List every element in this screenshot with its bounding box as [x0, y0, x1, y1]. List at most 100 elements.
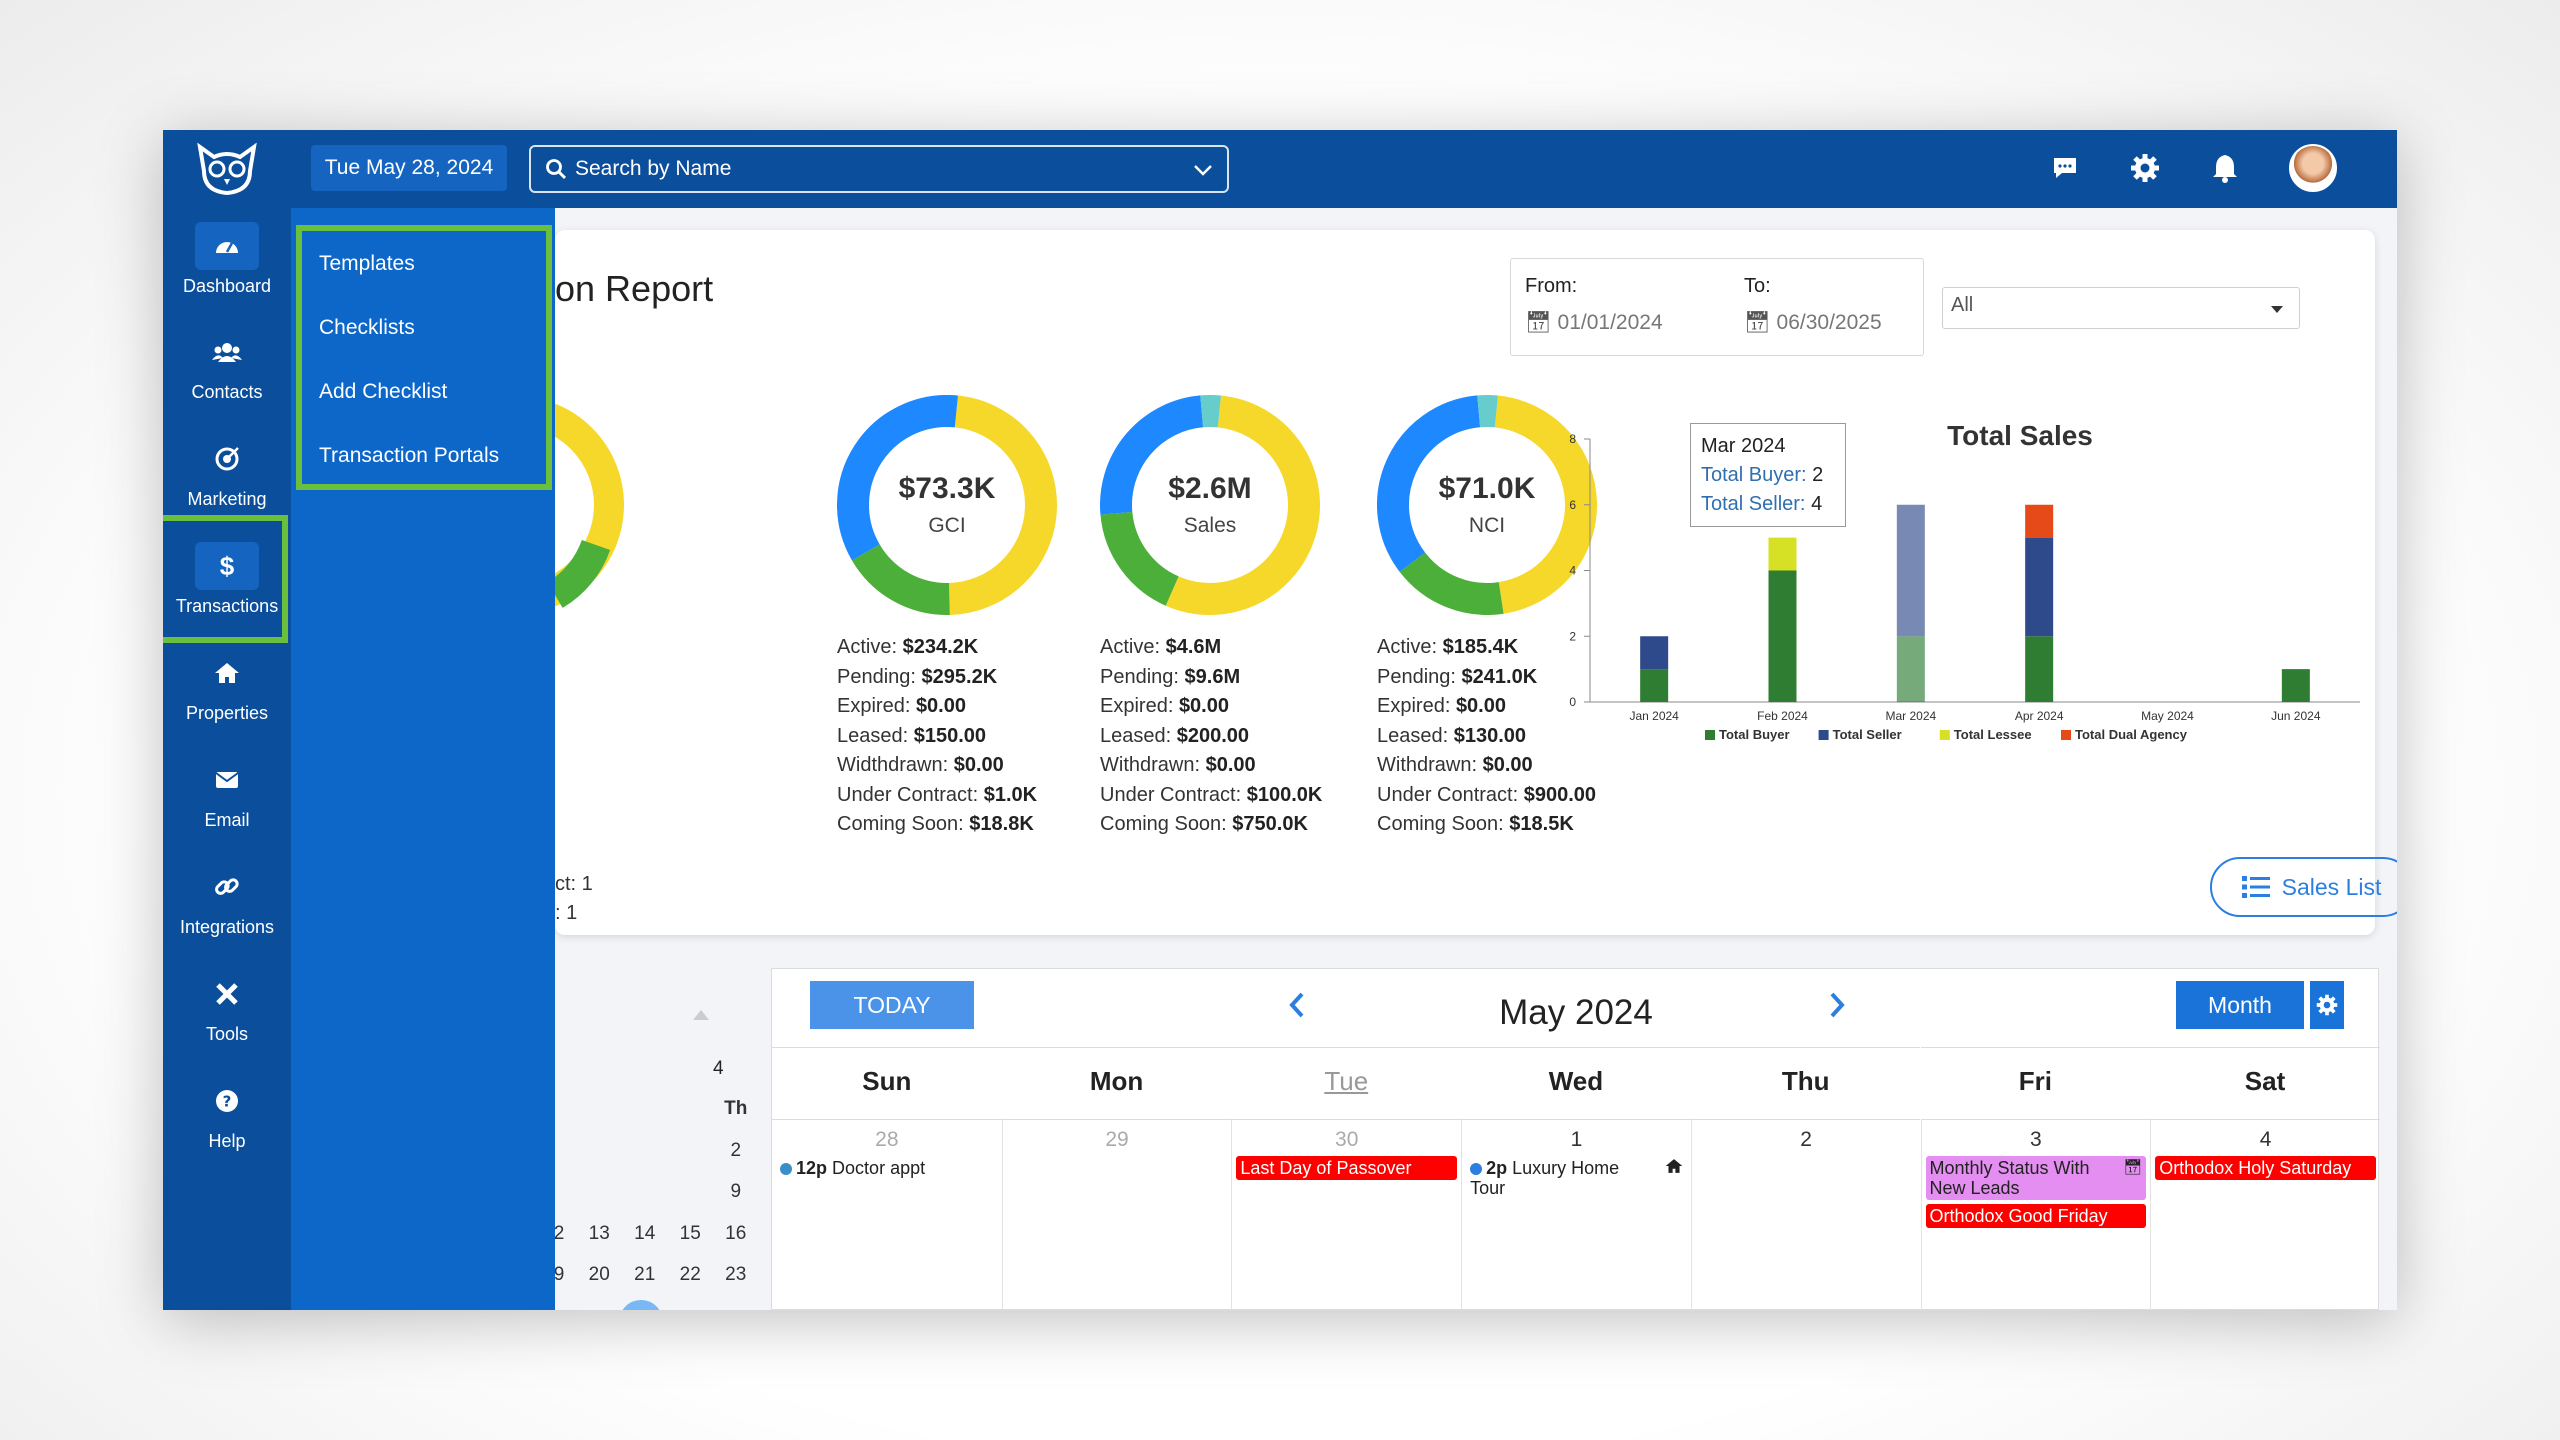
stat-row: Active: $4.6M	[1100, 636, 1222, 658]
date-button[interactable]: Tue May 28, 2024	[311, 145, 507, 191]
sidebar-item-tools[interactable]: Tools	[163, 970, 291, 1070]
mini-cal-day[interactable]: 9	[730, 1181, 742, 1202]
calendar-icon: 📅︎	[1525, 311, 1552, 334]
svg-text:?: ?	[223, 1093, 232, 1111]
tooltip-title: Mar 2024	[1701, 435, 1786, 457]
chart-tooltip: Mar 2024 Total Buyer: 2 Total Seller: 4	[1690, 423, 1846, 527]
chart-bar[interactable]	[1768, 537, 1797, 571]
mini-cal-day[interactable]: 13	[588, 1223, 610, 1244]
calendar-event[interactable]: Orthodox Good Friday	[1925, 1204, 2147, 1228]
stat-row: Withdrawn: $0.00	[1377, 754, 1533, 776]
today-button[interactable]: TODAY	[810, 981, 974, 1029]
calendar-event[interactable]: Monthly Status With New Leads 📅︎	[1925, 1156, 2147, 1200]
app-window: Tue May 28, 2024 Search by Name	[163, 130, 2397, 1310]
mini-cal-day[interactable]: 20	[588, 1264, 610, 1285]
sidebar-item-help[interactable]: ? Help	[163, 1077, 291, 1177]
sidebar-item-integrations[interactable]: Integrations	[163, 863, 291, 963]
donut-segment[interactable]	[1165, 395, 1320, 615]
weekday-header: Sun	[772, 1047, 1002, 1117]
mini-cal-day[interactable]: 22	[679, 1264, 701, 1285]
gear-icon[interactable]	[2129, 152, 2161, 184]
donut-segment[interactable]	[1377, 395, 1481, 572]
day-cell[interactable]: 1 2p Luxury Home Tour	[1461, 1119, 1691, 1310]
donut-segment[interactable]	[837, 395, 958, 561]
mini-cal-day[interactable]: 23	[725, 1264, 747, 1285]
day-number: 1	[1570, 1128, 1583, 1151]
sidebar-item-properties[interactable]: Properties	[163, 649, 291, 749]
search-input[interactable]: Search by Name	[529, 145, 1229, 193]
calendar-event[interactable]: 2p Luxury Home Tour	[1466, 1156, 1687, 1200]
filter-select[interactable]: All	[1942, 287, 2300, 329]
chart-bar[interactable]	[2025, 537, 2054, 637]
legend-swatch	[1818, 730, 1829, 740]
chat-icon[interactable]	[2049, 152, 2081, 184]
donut-segment[interactable]	[948, 395, 1057, 615]
tooltip-buyer-label: Total Buyer:	[1701, 464, 1807, 486]
sales-list-button[interactable]: Sales List	[2210, 857, 2397, 917]
calendar-event[interactable]: Last Day of Passover	[1236, 1156, 1458, 1180]
chart-bar[interactable]	[1768, 570, 1797, 703]
mini-cal-day[interactable]: 14	[634, 1223, 656, 1244]
mini-cal-day[interactable]: 2	[730, 1140, 742, 1161]
day-number: 30	[1335, 1128, 1359, 1151]
mini-cal-day[interactable]: 16	[725, 1223, 747, 1244]
bell-icon[interactable]	[2209, 152, 2241, 184]
from-date-input[interactable]: 📅︎ 01/01/2024	[1525, 311, 1663, 334]
calendar-event[interactable]: Orthodox Holy Saturday	[2155, 1156, 2376, 1180]
scroll-up-icon[interactable]	[693, 1010, 709, 1020]
x-tick-label: Jun 2024	[2271, 709, 2321, 723]
donut-segment[interactable]	[1100, 511, 1180, 606]
menu-item-checklists[interactable]: Checklists	[319, 316, 415, 339]
dollar-icon: $	[195, 542, 259, 590]
chart-bar[interactable]	[2281, 669, 2310, 702]
calendar-settings-button[interactable]	[2310, 981, 2344, 1029]
menu-highlight-box	[296, 225, 552, 490]
chart-bar[interactable]	[2025, 504, 2054, 538]
menu-item-templates[interactable]: Templates	[319, 252, 415, 275]
day-cell[interactable]: 3 Monthly Status With New Leads 📅︎ Ortho…	[1920, 1119, 2151, 1310]
sidebar-item-marketing[interactable]: Marketing	[163, 435, 291, 535]
chart-bar[interactable]	[1896, 504, 1925, 637]
x-tick-label: Feb 2024	[1757, 709, 1808, 723]
day-cell[interactable]: 30 Last Day of Passover	[1231, 1119, 1462, 1310]
prev-month-icon[interactable]	[1287, 989, 1307, 1028]
day-cell[interactable]: 2	[1690, 1119, 1921, 1310]
sidebar-item-email[interactable]: Email	[163, 756, 291, 856]
donut-segment[interactable]	[1399, 552, 1504, 615]
weekday-header: Wed	[1461, 1047, 1691, 1117]
y-tick-label: 4	[1569, 564, 1576, 578]
chart-bar[interactable]	[2025, 636, 2054, 702]
donut-segment[interactable]	[852, 543, 950, 615]
home-icon	[1665, 1159, 1683, 1173]
sidebar-item-dashboard[interactable]: Dashboard	[163, 222, 291, 322]
legend-swatch	[2061, 730, 2071, 740]
to-date-input[interactable]: 📅︎ 06/30/2025	[1744, 311, 1882, 334]
tooltip-seller-label: Total Seller:	[1701, 493, 1806, 515]
donut-segment[interactable]	[1494, 395, 1597, 614]
chart-bar[interactable]	[1640, 669, 1669, 702]
sidebar-item-transactions[interactable]: $ Transactions	[163, 542, 291, 642]
next-month-icon[interactable]	[1827, 989, 1847, 1028]
dashboard-icon	[195, 222, 259, 270]
owl-logo-icon[interactable]	[163, 130, 291, 208]
contacts-icon	[195, 328, 259, 376]
day-cell[interactable]: 28 12p Doctor appt	[772, 1119, 1002, 1310]
menu-item-add-checklist[interactable]: Add Checklist	[319, 380, 448, 403]
day-cell[interactable]: 29	[1001, 1119, 1232, 1310]
chart-bar[interactable]	[1640, 636, 1669, 670]
to-label: To:	[1744, 275, 1771, 297]
report-title: on Report	[555, 268, 714, 309]
sidebar-item-contacts[interactable]: Contacts	[163, 328, 291, 428]
chevron-down-icon[interactable]	[1191, 158, 1215, 182]
day-cell[interactable]: 4 Orthodox Holy Saturday	[2150, 1119, 2380, 1310]
stat-row: Withdrawn: $0.00	[1100, 754, 1256, 776]
user-avatar[interactable]	[2289, 144, 2337, 192]
donut-segment[interactable]	[1100, 395, 1204, 515]
sidebar-item-label: Email	[204, 810, 250, 830]
month-view-button[interactable]: Month	[2176, 981, 2304, 1029]
menu-item-transaction-portals[interactable]: Transaction Portals	[319, 444, 500, 467]
mini-cal-day[interactable]: 15	[679, 1223, 701, 1244]
chart-bar[interactable]	[1896, 636, 1925, 702]
mini-cal-day[interactable]: 21	[634, 1264, 656, 1285]
calendar-event[interactable]: 12p Doctor appt	[776, 1156, 998, 1180]
